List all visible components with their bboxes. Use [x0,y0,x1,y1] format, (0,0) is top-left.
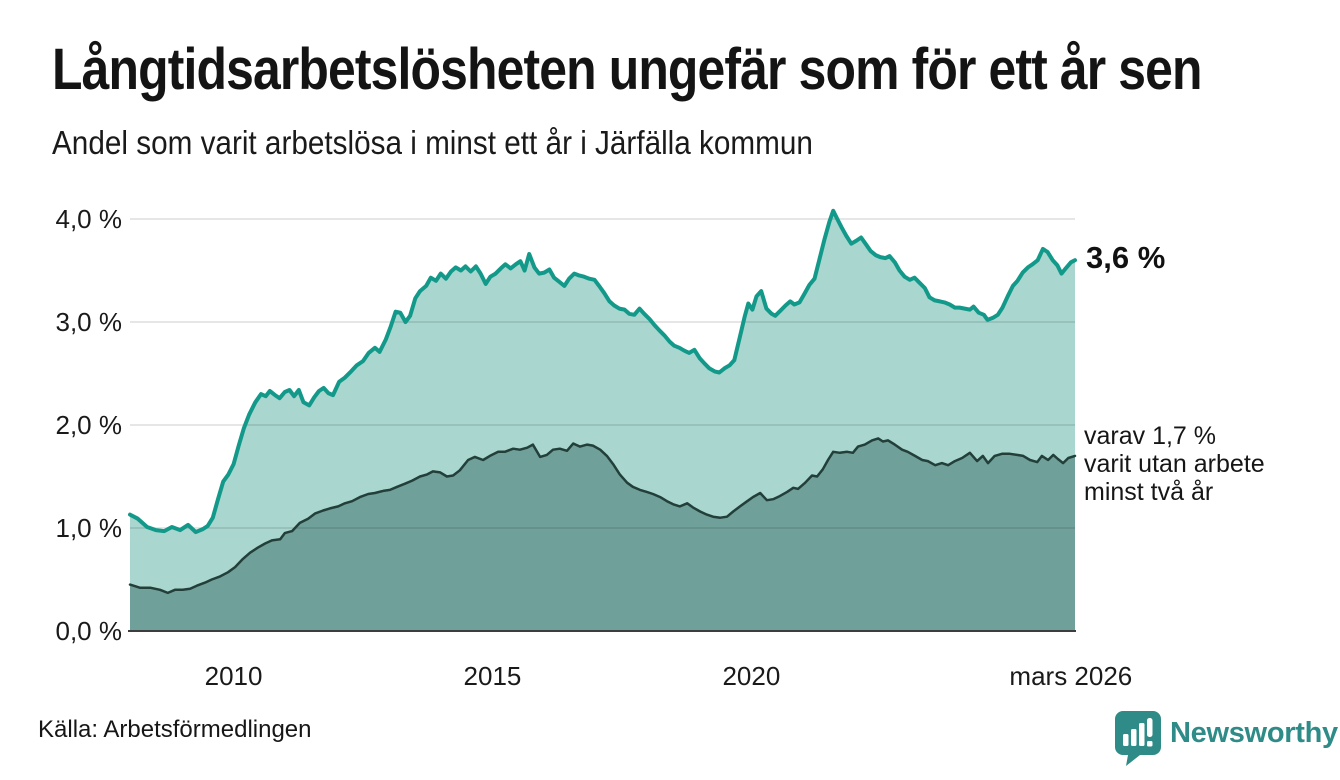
newsworthy-bubble-chart-icon [1115,711,1161,766]
newsworthy-logo: Newsworthy [1112,708,1338,766]
page-title: Långtidsarbetslösheten ungefär som för e… [52,37,1203,102]
y-tick-label: 0,0 % [55,616,123,646]
series-area-1 [130,438,1075,631]
x-tick-label: 2010 [204,661,263,691]
y-tick-label: 4,0 % [55,204,123,234]
y-tick-label: 1,0 % [55,513,123,543]
x-tick-label: mars 2026 [1009,661,1133,691]
series-line-1 [128,437,1077,595]
series-area-0 [130,210,1075,632]
y-tick-label: 3,0 % [55,307,123,337]
chart-subtitle: Andel som varit arbetslösa i minst ett å… [52,124,813,161]
newsworthy-wordmark: Newsworthy [1170,716,1338,749]
series-line-0 [128,208,1077,535]
secondary-value-callout: varav 1,7 % varit utan arbete minst två … [1084,422,1265,506]
x-tick-label: 2020 [722,661,781,691]
x-tick-label: 2015 [463,661,522,691]
latest-value-callout: 3,6 % [1086,240,1166,275]
y-tick-label: 2,0 % [55,410,123,440]
source-note: Källa: Arbetsförmedlingen [38,716,312,743]
